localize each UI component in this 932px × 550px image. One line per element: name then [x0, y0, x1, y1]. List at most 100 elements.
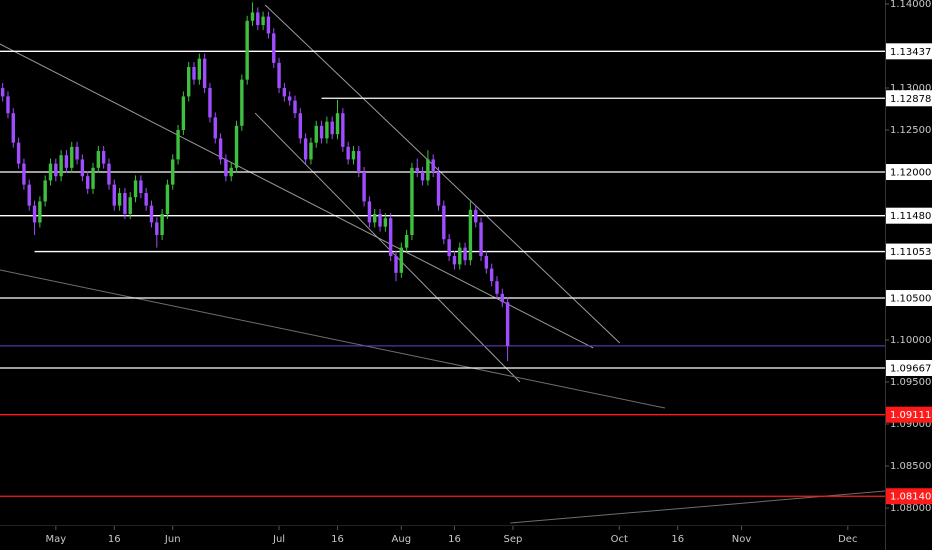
- candle-body: [6, 96, 10, 114]
- candle-body: [431, 159, 435, 173]
- trend-line: [0, 43, 594, 349]
- candle-body: [54, 163, 58, 177]
- candle-body: [314, 125, 318, 143]
- candle-body: [341, 113, 345, 147]
- level-label: 1.10500: [890, 294, 931, 305]
- candle-body: [155, 222, 159, 236]
- candle-body: [474, 209, 478, 223]
- candle-body: [133, 180, 138, 198]
- candle-body: [479, 222, 483, 257]
- candle-body: [59, 155, 63, 177]
- candle-body: [48, 163, 53, 181]
- y-tick-label: 1.13000: [890, 83, 931, 94]
- axes: 1.140001.130001.125001.115001.110001.100…: [45, 0, 932, 545]
- candle-body: [420, 172, 425, 181]
- candle-body: [447, 239, 451, 257]
- candle-body: [452, 256, 457, 265]
- candle-body: [11, 113, 15, 143]
- candle-body: [22, 163, 26, 185]
- candle-body: [346, 146, 350, 160]
- candle-body: [362, 172, 366, 202]
- level-tag: [886, 359, 932, 376]
- candle-body: [442, 205, 446, 240]
- candle-body: [176, 130, 180, 160]
- candle-body: [463, 247, 467, 261]
- x-tick-label: Aug: [392, 534, 412, 545]
- candle-body: [192, 67, 196, 80]
- candle-body: [309, 142, 313, 160]
- x-tick-label: Nov: [732, 534, 752, 545]
- level-label: 1.08140: [890, 492, 931, 503]
- candle-body: [75, 146, 79, 160]
- candle-body: [70, 146, 74, 168]
- x-tick-label: Sep: [503, 534, 522, 545]
- candle-body: [383, 218, 388, 227]
- candle-body: [186, 67, 191, 97]
- candle-body: [32, 205, 37, 223]
- y-tick-label: 1.10000: [890, 335, 931, 346]
- level-label: 1.11053: [890, 247, 931, 258]
- level-tag: [886, 43, 932, 60]
- candle-body: [245, 20, 249, 80]
- candle-body: [261, 16, 265, 26]
- candle-body: [399, 247, 404, 273]
- candle-body: [181, 96, 186, 131]
- x-tick-label: Jul: [272, 534, 285, 545]
- candle-body: [394, 256, 398, 273]
- candle-body: [351, 151, 356, 160]
- candle-body: [96, 151, 101, 168]
- candle-body: [202, 58, 207, 89]
- y-tick-label: 1.09500: [890, 377, 931, 388]
- level-tag: [886, 164, 932, 181]
- candle-body: [266, 16, 271, 34]
- plot-area: [0, 2, 885, 524]
- candle-body: [91, 167, 95, 189]
- candle-body: [287, 96, 292, 101]
- y-tick-label: 1.08000: [890, 503, 931, 514]
- x-tick-label: Dec: [838, 534, 857, 545]
- candle-body: [373, 214, 377, 223]
- level-label: 1.12000: [890, 168, 931, 179]
- candle-body: [367, 201, 372, 223]
- level-label: 1.13437: [890, 47, 931, 58]
- candle-body: [117, 193, 122, 206]
- candle-body: [325, 121, 329, 139]
- level-tag: [886, 90, 932, 107]
- candle-body: [335, 113, 340, 135]
- candle-body: [160, 214, 164, 236]
- x-tick-label: 16: [331, 534, 344, 545]
- candle-body: [86, 176, 90, 189]
- candle-body: [495, 281, 499, 294]
- candle-body: [107, 163, 111, 185]
- x-tick-label: May: [45, 534, 66, 545]
- x-tick-label: 16: [448, 534, 461, 545]
- trend-line: [264, 4, 621, 344]
- candle-body: [277, 62, 281, 89]
- y-tick-label: 1.14000: [890, 0, 931, 10]
- candle-body: [256, 12, 260, 26]
- level-tag: [886, 406, 932, 423]
- candle-body: [0, 88, 5, 97]
- trend-line: [0, 269, 666, 409]
- candle-body: [197, 58, 202, 80]
- candle-body: [293, 100, 297, 114]
- x-tick-label: 16: [671, 534, 684, 545]
- candle-body: [208, 88, 212, 118]
- candle-body: [234, 125, 239, 168]
- level-label: 1.09111: [890, 410, 931, 421]
- level-label: 1.11480: [890, 211, 931, 222]
- candle-body: [298, 113, 303, 139]
- candle-body: [468, 209, 473, 261]
- candle-body: [388, 218, 393, 257]
- y-tick-label: 1.09000: [890, 419, 931, 430]
- level-tag: [886, 207, 932, 224]
- level-label: 1.09667: [890, 363, 931, 374]
- candle-body: [213, 117, 217, 139]
- x-tick-label: Oct: [611, 534, 628, 545]
- level-tag: [886, 488, 932, 505]
- candle-body: [112, 184, 116, 206]
- candle-body: [149, 205, 154, 223]
- candle-body: [282, 88, 287, 97]
- candle-body: [489, 268, 494, 282]
